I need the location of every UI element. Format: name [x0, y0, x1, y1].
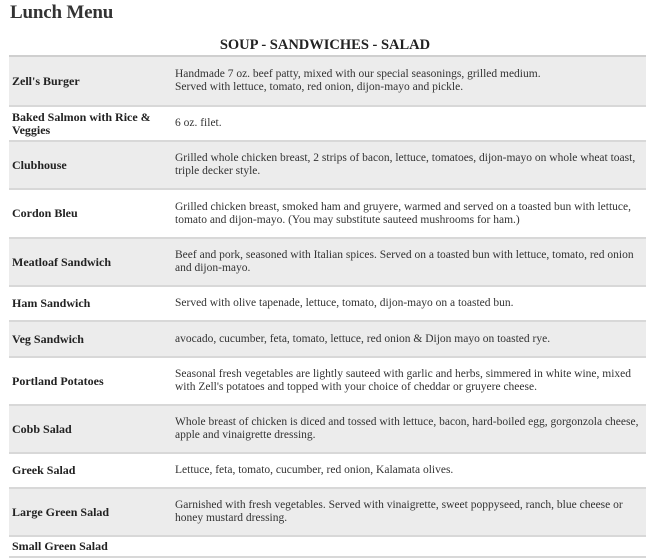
item-description: Served with olive tapenade, lettuce, tom…	[175, 297, 514, 309]
menu-row: Cobb Salad Whole breast of chicken is dic…	[9, 406, 646, 454]
item-name: Baked Salmon with Rice & Veggies	[12, 109, 151, 137]
menu-row: Cordon Bleu Grilled chicken breast, smoke…	[9, 190, 646, 239]
item-description: avocado, cucumber, feta, tomato, lettuce…	[175, 332, 551, 345]
item-name: Small Green Salad	[12, 539, 108, 553]
item-name: Veg Sandwich	[12, 331, 84, 346]
menu-row: Large Green Salad Garnished with fresh ve…	[9, 489, 646, 537]
item-description: 6 oz. filet.	[175, 117, 222, 129]
menu-row: Greek Salad Lettuce, feta, tomato, cucumb…	[9, 454, 646, 489]
item-name: Large Green Salad	[12, 504, 110, 519]
menu-row: Ham Sandwich Served with olive tapenade, …	[9, 287, 646, 322]
item-name: Portland Potatoes	[12, 373, 104, 388]
item-name: Meatloaf Sandwich	[12, 254, 111, 269]
item-name: Ham Sandwich	[12, 296, 91, 310]
section-heading: SOUP - SANDWICHES - SALAD	[219, 37, 431, 53]
item-description: Lettuce, feta, tomato, cucumber, red oni…	[175, 464, 454, 476]
page-title: Lunch Menu	[10, 2, 114, 23]
menu-row: Baked Salmon with Rice & Veggies 6 oz. fi…	[9, 107, 646, 142]
menu-row: Meatloaf Sandwich Beef and pork, seasoned…	[9, 239, 646, 287]
item-description: Seasonal fresh vegetables are lightly sa…	[175, 368, 632, 393]
item-description: Grilled chicken breast, smoked ham and g…	[175, 200, 632, 226]
menu-row: Portland Potatoes Seasonal fresh vegetabl…	[9, 358, 646, 406]
item-description: Handmade 7 oz. beef patty, mixed with ou…	[175, 68, 541, 93]
item-description: Garnished with fresh vegetables. Served …	[175, 499, 623, 524]
menu-row: Clubhouse Grilled whole chicken breast, 2…	[9, 142, 646, 190]
menu-row: Veg Sandwich avocado, cucumber, feta, tom…	[9, 322, 646, 358]
menu-row: Zell's Burger Handmade 7 oz. beef patty, …	[9, 57, 646, 107]
item-name: Cordon Bleu	[12, 206, 78, 220]
item-name: Clubhouse	[12, 157, 67, 172]
item-description: Whole breast of chicken is diced and tos…	[175, 416, 639, 441]
item-name: Greek Salad	[12, 463, 76, 477]
item-description: Beef and pork, seasoned with Italian spi…	[175, 249, 634, 274]
item-name: Cobb Salad	[12, 421, 72, 436]
item-description: Grilled whole chicken breast, 2 strips o…	[175, 152, 636, 177]
item-name: Zell's Burger	[12, 73, 80, 88]
menu-table: Zell's Burger Handmade 7 oz. beef patty, …	[9, 55, 646, 558]
menu-row: Small Green Salad	[9, 537, 646, 558]
